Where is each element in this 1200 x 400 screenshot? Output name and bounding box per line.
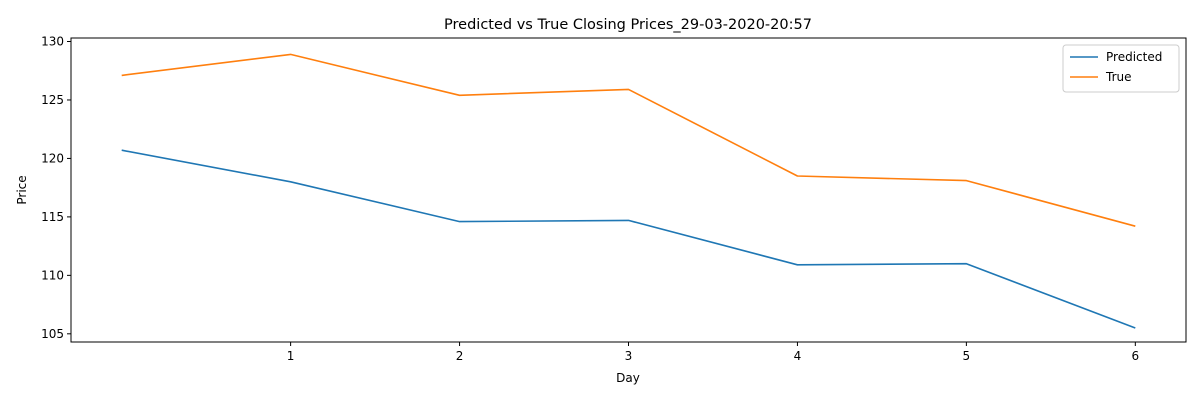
y-tick-label: 120 — [41, 151, 64, 165]
legend-label-true: True — [1105, 70, 1132, 84]
x-tick-label: 6 — [1131, 349, 1139, 363]
y-tick-label: 110 — [41, 268, 64, 282]
x-tick-label: 3 — [625, 349, 633, 363]
plot-background — [71, 38, 1186, 342]
y-tick-label: 105 — [41, 327, 64, 341]
series-line-true — [121, 53, 1136, 227]
y-tick-label: 130 — [41, 35, 64, 49]
y-tick-label: 115 — [41, 210, 64, 224]
y-axis-title: Price — [15, 175, 29, 204]
series-lines — [121, 53, 1136, 329]
x-axis-title: Day — [616, 371, 640, 385]
plot-frame — [70, 37, 1187, 343]
x-tick-label: 2 — [456, 349, 464, 363]
x-tick-label: 4 — [794, 349, 802, 363]
x-tick-label: 1 — [287, 349, 295, 363]
x-axis-ticks: 1 2 3 4 5 6 — [287, 342, 1139, 363]
y-axis-ticks: 105 110 115 120 125 130 — [41, 35, 71, 341]
y-tick-label: 125 — [41, 93, 64, 107]
legend-label-predicted: Predicted — [1106, 50, 1162, 64]
plot-area — [71, 38, 1186, 342]
legend: Predicted True — [1062, 44, 1180, 93]
x-tick-label: 5 — [963, 349, 971, 363]
series-line-predicted — [121, 149, 1136, 329]
chart-title: Predicted vs True Closing Prices_29-03-2… — [444, 17, 812, 33]
